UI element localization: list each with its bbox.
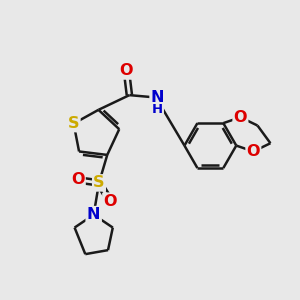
Text: O: O bbox=[120, 64, 133, 79]
Text: N: N bbox=[87, 207, 101, 222]
Text: O: O bbox=[234, 110, 247, 125]
Text: O: O bbox=[247, 144, 260, 159]
Text: N: N bbox=[151, 90, 164, 105]
Text: H: H bbox=[152, 103, 163, 116]
Text: O: O bbox=[71, 172, 85, 188]
Text: S: S bbox=[68, 116, 80, 131]
Text: S: S bbox=[93, 176, 105, 190]
Text: N: N bbox=[87, 207, 101, 222]
Text: O: O bbox=[103, 194, 117, 209]
